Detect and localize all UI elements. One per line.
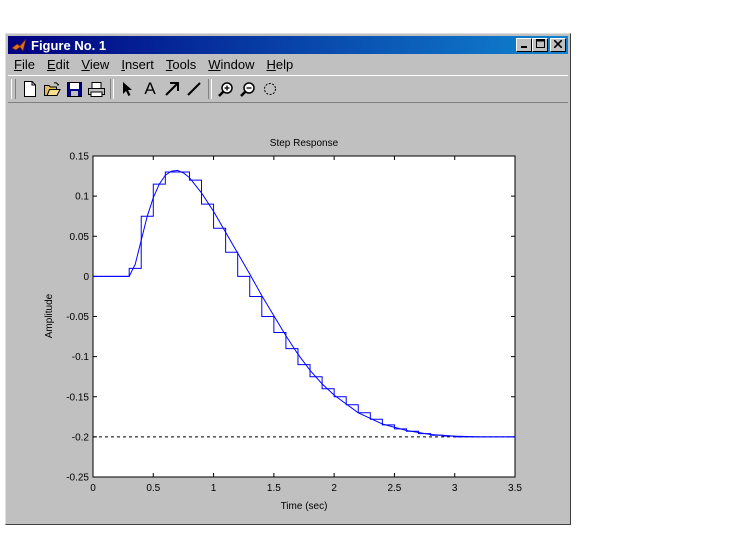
x-tick-label: 2.5 — [387, 483, 401, 494]
toolbar: A — [8, 75, 568, 103]
new-file-button[interactable] — [19, 78, 41, 100]
maximize-button[interactable] — [532, 38, 548, 52]
print-icon — [87, 81, 105, 97]
toolbar-separator — [110, 79, 114, 99]
zoom-out-button[interactable] — [237, 78, 259, 100]
chart-title: Step Response — [270, 138, 339, 149]
y-tick-label: 0 — [83, 272, 89, 283]
matlab-icon — [11, 37, 27, 53]
x-axis-label: Time (sec) — [281, 501, 328, 512]
menu-view[interactable]: View — [81, 57, 110, 72]
line-button[interactable] — [183, 78, 205, 100]
zoom-in-button[interactable] — [215, 78, 237, 100]
y-tick-label: -0.2 — [72, 432, 90, 443]
text-button[interactable]: A — [139, 78, 161, 100]
open-folder-icon — [43, 81, 61, 97]
pointer-icon — [122, 81, 134, 97]
menu-bar: File Edit View Insert Tools Window Help — [8, 55, 568, 74]
title-bar[interactable]: Figure No. 1 — [8, 36, 568, 54]
new-file-icon — [23, 81, 37, 97]
x-tick-label: 3.5 — [508, 483, 522, 494]
discrete-step-series — [93, 171, 515, 438]
figure-canvas: 0 0.5 1 1.5 2 2.5 3 3.5 0.15 0.1 0.05 0 -0.05 -0.1 -0.… — [8, 104, 568, 522]
print-button[interactable] — [85, 78, 107, 100]
arrow-icon — [164, 81, 180, 97]
maximize-icon — [535, 39, 545, 51]
menu-help[interactable]: Help — [266, 57, 294, 72]
y-tick-label: -0.25 — [66, 473, 89, 484]
toolbar-grip[interactable] — [11, 79, 16, 99]
menu-tools[interactable]: Tools — [165, 57, 197, 72]
text-icon: A — [144, 79, 156, 98]
step-response-plot[interactable]: 0 0.5 1 1.5 2 2.5 3 3.5 0.15 0.1 0.05 0 -0.05 -0.1 -0.… — [8, 104, 570, 522]
y-tick-label: 0.15 — [70, 152, 90, 163]
minimize-button[interactable] — [516, 38, 532, 52]
x-tick-label: 0.5 — [146, 483, 160, 494]
y-axis-label: Amplitude — [44, 293, 55, 338]
figure-window: Figure No. 1 File Edit View Insert — [5, 33, 571, 525]
x-tick-label: 1 — [211, 483, 217, 494]
save-icon — [66, 81, 82, 97]
rotate-button[interactable] — [259, 78, 281, 100]
y-tick-label: 0.1 — [75, 192, 89, 203]
x-tick-label: 0 — [90, 483, 96, 494]
save-button[interactable] — [63, 78, 85, 100]
menu-file[interactable]: File — [14, 57, 35, 72]
close-icon — [553, 38, 563, 51]
x-tick-label: 3 — [452, 483, 458, 494]
select-button[interactable] — [117, 78, 139, 100]
y-tick-label: 0.05 — [70, 232, 90, 243]
rotate-icon — [262, 81, 278, 97]
toolbar-separator — [208, 79, 212, 99]
zoom-out-icon — [240, 81, 256, 97]
x-tick-label: 2 — [331, 483, 337, 494]
y-tick-label: -0.1 — [72, 352, 90, 363]
line-icon — [186, 81, 202, 97]
minimize-icon — [520, 40, 528, 51]
arrow-button[interactable] — [161, 78, 183, 100]
zoom-in-icon — [218, 81, 234, 97]
plot-axes-box — [92, 155, 516, 478]
y-tick-label: -0.05 — [66, 312, 89, 323]
window-title: Figure No. 1 — [31, 37, 107, 53]
x-tick-label: 1.5 — [267, 483, 281, 494]
menu-insert[interactable]: Insert — [121, 57, 154, 72]
continuous-response-series — [93, 169, 515, 438]
menu-window[interactable]: Window — [208, 57, 255, 72]
menu-edit[interactable]: Edit — [46, 57, 70, 72]
close-button[interactable] — [550, 38, 566, 52]
y-tick-label: -0.15 — [66, 392, 89, 403]
open-button[interactable] — [41, 78, 63, 100]
